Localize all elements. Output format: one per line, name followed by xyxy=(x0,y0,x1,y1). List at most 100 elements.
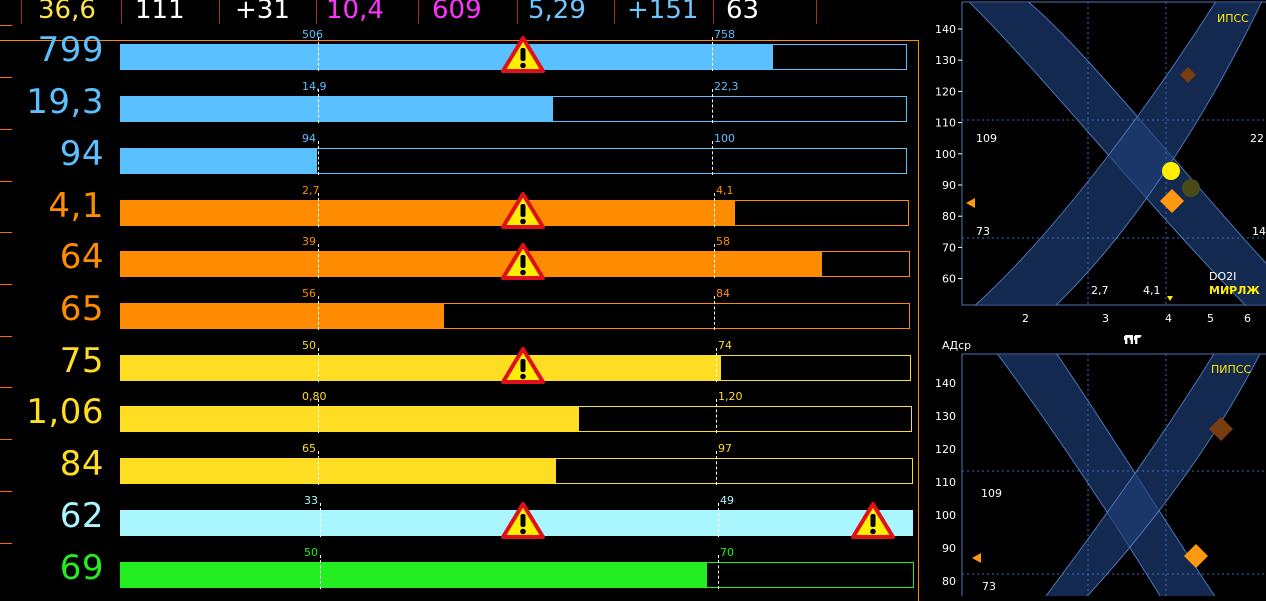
corner-label: ИПСС xyxy=(1217,12,1249,25)
y-tick-label: 140 xyxy=(935,23,956,36)
bottom-high-label: 4,1 xyxy=(1143,284,1161,297)
y-tick-label: 100 xyxy=(935,509,956,522)
limit-high-label: 4,1 xyxy=(716,184,734,197)
limit-low-label: 33 xyxy=(304,494,318,507)
top-separator xyxy=(614,0,615,24)
top-separator xyxy=(219,0,220,24)
top-value-4: 609 xyxy=(432,0,482,25)
left-low-label: 73 xyxy=(976,225,990,238)
left-low-label: 73 xyxy=(982,580,996,593)
parameter-row: 69 50 70 xyxy=(0,543,918,594)
limit-low-line xyxy=(318,37,319,71)
parameter-value: 62 xyxy=(59,496,104,536)
row-separator xyxy=(0,181,12,182)
top-separator xyxy=(418,0,419,24)
range-fill xyxy=(121,356,721,380)
limit-high-line xyxy=(718,503,719,537)
top-value-0: 36,6 xyxy=(38,0,96,25)
marker-brown-diamond xyxy=(1209,417,1233,441)
parameter-row: 62 33 49 xyxy=(0,491,918,542)
top-separator xyxy=(316,0,317,24)
range-track xyxy=(120,406,912,432)
marker-orange-diamond xyxy=(1160,189,1184,213)
warning-icon xyxy=(851,502,895,539)
right-low-label: 14 xyxy=(1252,225,1266,238)
limit-high-label: 58 xyxy=(716,235,730,248)
limit-high-line xyxy=(716,451,717,485)
trend-bars-panel: 799 506 758 19,3 14,9 22,3 94 94 100 4,1 2,7 4,1 64 3… xyxy=(0,25,919,601)
marker-brown-diamond xyxy=(1180,67,1196,83)
corner-label: ПИПСС xyxy=(1211,363,1251,376)
y-tick-label: 110 xyxy=(935,117,956,130)
limit-high-line xyxy=(712,141,713,175)
warning-icon xyxy=(501,36,545,73)
parameter-row: 84 65 97 xyxy=(0,439,918,490)
left-high-label: 109 xyxy=(976,132,997,145)
limit-low-line xyxy=(318,193,319,227)
row-separator xyxy=(0,491,12,492)
range-track xyxy=(120,148,907,174)
parameter-row: 4,1 2,7 4,1 xyxy=(0,181,918,232)
limit-low-label: 39 xyxy=(302,235,316,248)
limit-high-label: 1,20 xyxy=(718,390,743,403)
y-tick-label: 130 xyxy=(935,410,956,423)
limit-low-line xyxy=(318,451,319,485)
warning-icon xyxy=(501,192,545,229)
range-fill xyxy=(121,149,318,173)
limit-low-line xyxy=(320,555,321,589)
x-tick-label: 6 xyxy=(1244,312,1251,325)
limit-high-label: 70 xyxy=(720,546,734,559)
x-tick-label: 3 xyxy=(1102,312,1109,325)
row-separator xyxy=(0,129,12,130)
range-fill xyxy=(121,252,823,276)
ipss-scatter-chart: ИПСС 140 130 120 110 100 90 80 70 60 2 3 4 5 6 109 7… xyxy=(935,1,1266,340)
parameter-value: 1,06 xyxy=(26,392,104,432)
marker-yellow-dot xyxy=(1162,162,1180,180)
top-separator xyxy=(121,0,122,24)
limit-low-label: 94 xyxy=(302,132,316,145)
top-separator xyxy=(21,0,22,24)
limit-low-label: 506 xyxy=(302,28,323,41)
parameter-row: 799 506 758 xyxy=(0,25,918,76)
parameter-value: 65 xyxy=(59,289,104,329)
limit-high-line xyxy=(712,89,713,123)
top-value-1: 111 xyxy=(135,0,185,25)
pipss-scatter-chart: АДср ПГ ПИПСС 140 130 120 110 100 90 80 109 73 xyxy=(935,334,1266,596)
y-tick-label: 80 xyxy=(942,210,956,223)
parameter-row: 75 50 74 xyxy=(0,336,918,387)
warning-icon xyxy=(501,347,545,384)
limit-high-line xyxy=(718,555,719,589)
parameter-row: 64 39 58 xyxy=(0,232,918,283)
limit-low-line xyxy=(318,244,319,278)
limit-low-label: 56 xyxy=(302,287,316,300)
parameter-row: 1,06 0,80 1,20 xyxy=(0,387,918,438)
top-value-5: 5,29 xyxy=(528,0,586,25)
limit-low-line xyxy=(318,399,319,433)
limit-high-label: 100 xyxy=(714,132,735,145)
parameter-row: 19,3 14,9 22,3 xyxy=(0,77,918,128)
limit-low-line xyxy=(318,89,319,123)
y-tick-label: 60 xyxy=(942,273,956,286)
parameter-value: 94 xyxy=(59,134,104,174)
parameter-row: 65 56 84 xyxy=(0,284,918,335)
limit-high-line xyxy=(714,244,715,278)
top-separator xyxy=(517,0,518,24)
parameter-value: 19,3 xyxy=(26,82,104,122)
bottom-low-label: 2,7 xyxy=(1091,284,1109,297)
range-fill xyxy=(121,407,580,431)
left-arrow-marker xyxy=(966,198,975,208)
limit-high-line xyxy=(714,193,715,227)
limit-low-label: 50 xyxy=(304,546,318,559)
top-separator xyxy=(713,0,714,24)
limit-high-label: 49 xyxy=(720,494,734,507)
row-separator xyxy=(0,336,12,337)
parameter-value: 799 xyxy=(37,30,104,70)
limit-high-label: 84 xyxy=(716,287,730,300)
y-tick-label: 100 xyxy=(935,148,956,161)
x-tick-label: 2 xyxy=(1022,312,1029,325)
left-arrow-marker xyxy=(972,553,981,563)
range-fill xyxy=(121,459,557,483)
range-fill xyxy=(121,97,553,121)
parameter-value: 4,1 xyxy=(48,186,104,226)
range-fill xyxy=(121,45,773,69)
